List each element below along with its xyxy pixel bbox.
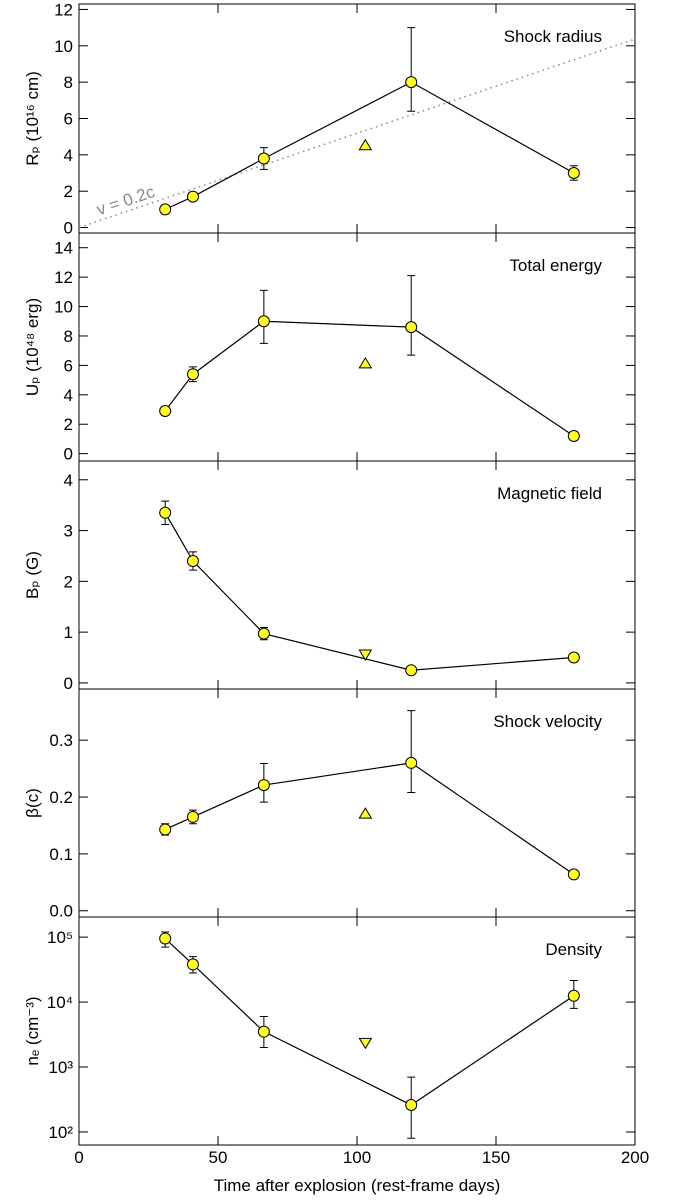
y-tick-label: 10³ (48, 1058, 73, 1077)
data-point (257, 779, 270, 792)
data-point (405, 756, 418, 769)
series-line (164, 938, 575, 1106)
data-point (186, 368, 199, 381)
data-point (257, 152, 270, 165)
data-point (567, 868, 580, 881)
y-tick-label: 10² (48, 1123, 73, 1142)
y-axis-label: β(c) (23, 788, 42, 818)
y-tick-label: 0.3 (49, 731, 73, 750)
data-point (159, 823, 172, 836)
panel-title: Shock velocity (493, 712, 602, 731)
data-point (159, 506, 172, 519)
y-tick-label: 4 (64, 386, 73, 405)
x-tick-label: 0 (74, 1148, 83, 1167)
y-tick-label: 6 (64, 110, 73, 129)
panel-title: Shock radius (504, 27, 602, 46)
y-tick-label: 10 (54, 37, 73, 56)
y-tick-label: 10 (54, 298, 73, 317)
y-tick-label: 12 (54, 0, 73, 19)
data-point (567, 167, 580, 180)
series-line (164, 320, 575, 437)
y-axis-label: Uₚ (10⁴⁸ erg) (23, 298, 42, 396)
series-line (164, 512, 574, 671)
y-tick-label: 0.2 (49, 788, 73, 807)
y-tick-label: 4 (64, 146, 73, 165)
y-axis-label: Rₚ (10¹⁶ cm) (23, 71, 42, 166)
reference-line (79, 38, 635, 229)
limit-marker (358, 138, 373, 151)
limit-marker (358, 807, 373, 819)
plot-area (159, 710, 580, 881)
data-point (405, 664, 418, 677)
plot-area (159, 275, 580, 442)
y-tick-label: 14 (54, 239, 73, 258)
y-tick-label: 3 (64, 522, 73, 541)
reference-label: v = 0.2c (94, 182, 157, 219)
plot-area (79, 27, 635, 229)
data-point (186, 555, 199, 568)
y-tick-label: 0 (64, 445, 73, 464)
panel-title: Total energy (509, 256, 602, 275)
limit-marker (358, 649, 373, 661)
data-point (567, 989, 580, 1002)
y-tick-label: 0.1 (49, 845, 73, 864)
plot-area (159, 500, 580, 677)
data-point (159, 203, 172, 216)
data-point (159, 932, 172, 945)
y-tick-label: 12 (54, 268, 73, 287)
data-point (257, 315, 270, 328)
y-tick-label: 2 (64, 572, 73, 591)
x-axis-label: Time after explosion (rest-frame days) (214, 1176, 501, 1195)
data-point (405, 1099, 418, 1112)
error-bar (407, 27, 416, 112)
limit-marker (358, 356, 373, 369)
y-tick-label: 2 (64, 415, 73, 434)
limit-marker (358, 1037, 373, 1050)
data-point (257, 1025, 270, 1038)
series-line (164, 762, 575, 875)
panel-title: Magnetic field (497, 484, 602, 503)
x-tick-label: 50 (209, 1148, 228, 1167)
y-tick-label: 0 (64, 219, 73, 238)
data-point (186, 810, 199, 823)
data-point (567, 429, 580, 442)
y-tick-label: 6 (64, 356, 73, 375)
y-tick-label: 8 (64, 327, 73, 346)
data-point (186, 958, 199, 971)
x-tick-label: 150 (482, 1148, 510, 1167)
plot-area (159, 931, 580, 1139)
error-bar (407, 710, 416, 793)
data-point (405, 76, 418, 89)
error-bar (407, 275, 416, 356)
y-axis-label: Bₚ (G) (23, 551, 42, 599)
x-tick-label: 100 (343, 1148, 371, 1167)
y-tick-label: 1 (64, 623, 73, 642)
y-tick-label: 2 (64, 182, 73, 201)
x-tick-label: 200 (621, 1148, 649, 1167)
panel-title: Density (545, 940, 602, 959)
data-point (159, 404, 172, 417)
data-point (257, 627, 270, 640)
y-tick-label: 0 (64, 674, 73, 693)
data-point (567, 651, 580, 664)
y-tick-label: 10⁵ (47, 928, 73, 947)
y-axis-label: nₑ (cm⁻³) (23, 996, 42, 1065)
y-tick-label: 10⁴ (47, 993, 73, 1012)
y-tick-label: 8 (64, 73, 73, 92)
y-tick-label: 0.0 (49, 902, 73, 921)
y-tick-label: 4 (64, 471, 73, 490)
data-point (186, 190, 199, 203)
data-point (405, 321, 418, 334)
